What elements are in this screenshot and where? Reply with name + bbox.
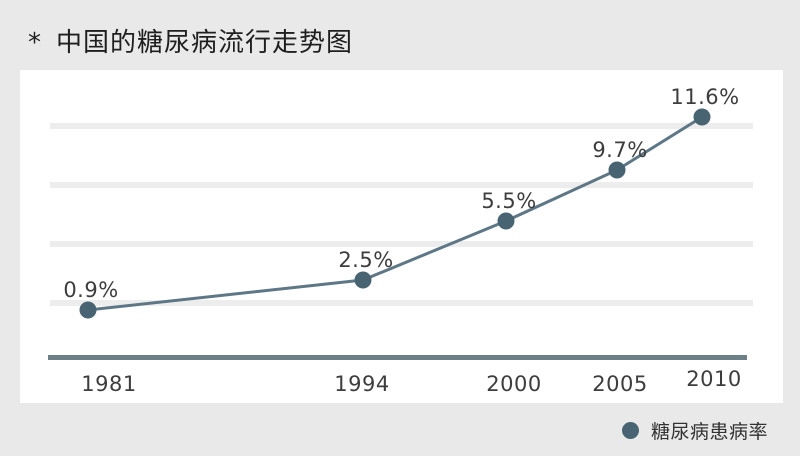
data-point-label: 0.9% xyxy=(63,278,118,302)
title-asterisk-marker: * xyxy=(28,28,42,58)
x-tick-label: 2005 xyxy=(592,372,647,396)
x-tick-label: 2000 xyxy=(486,372,541,396)
legend: 糖尿病患病率 xyxy=(622,418,769,443)
x-tick-label: 1981 xyxy=(81,372,136,396)
data-point-label: 2.5% xyxy=(338,248,393,272)
legend-dot-icon xyxy=(622,421,639,439)
gridline xyxy=(50,241,753,247)
data-point-label: 5.5% xyxy=(481,189,536,213)
chart-panel: 0.9% 2.5% 5.5% 9.7% 11.6% 1981 1994 2000 2005 201… xyxy=(20,70,783,403)
legend-label: 糖尿病患病率 xyxy=(651,420,769,443)
x-tick-label: 2010 xyxy=(686,367,741,391)
title-text: 中国的糖尿病流行走势图 xyxy=(56,28,354,58)
data-point-label: 11.6% xyxy=(670,85,739,109)
data-point xyxy=(693,108,711,126)
line-chart: 0.9% 2.5% 5.5% 9.7% 11.6% 1981 1994 2000 2005 201… xyxy=(48,85,753,396)
x-tick-label: 1994 xyxy=(334,372,389,396)
x-axis-line xyxy=(48,355,747,360)
gridline xyxy=(50,182,753,188)
gridline xyxy=(50,300,753,306)
data-point xyxy=(354,271,372,289)
data-point-label: 9.7% xyxy=(592,138,647,162)
data-point xyxy=(79,301,97,319)
data-point xyxy=(497,212,515,230)
gridline xyxy=(50,123,753,129)
data-point xyxy=(608,161,626,179)
page-title: * 中国的糖尿病流行走势图 xyxy=(28,22,353,59)
